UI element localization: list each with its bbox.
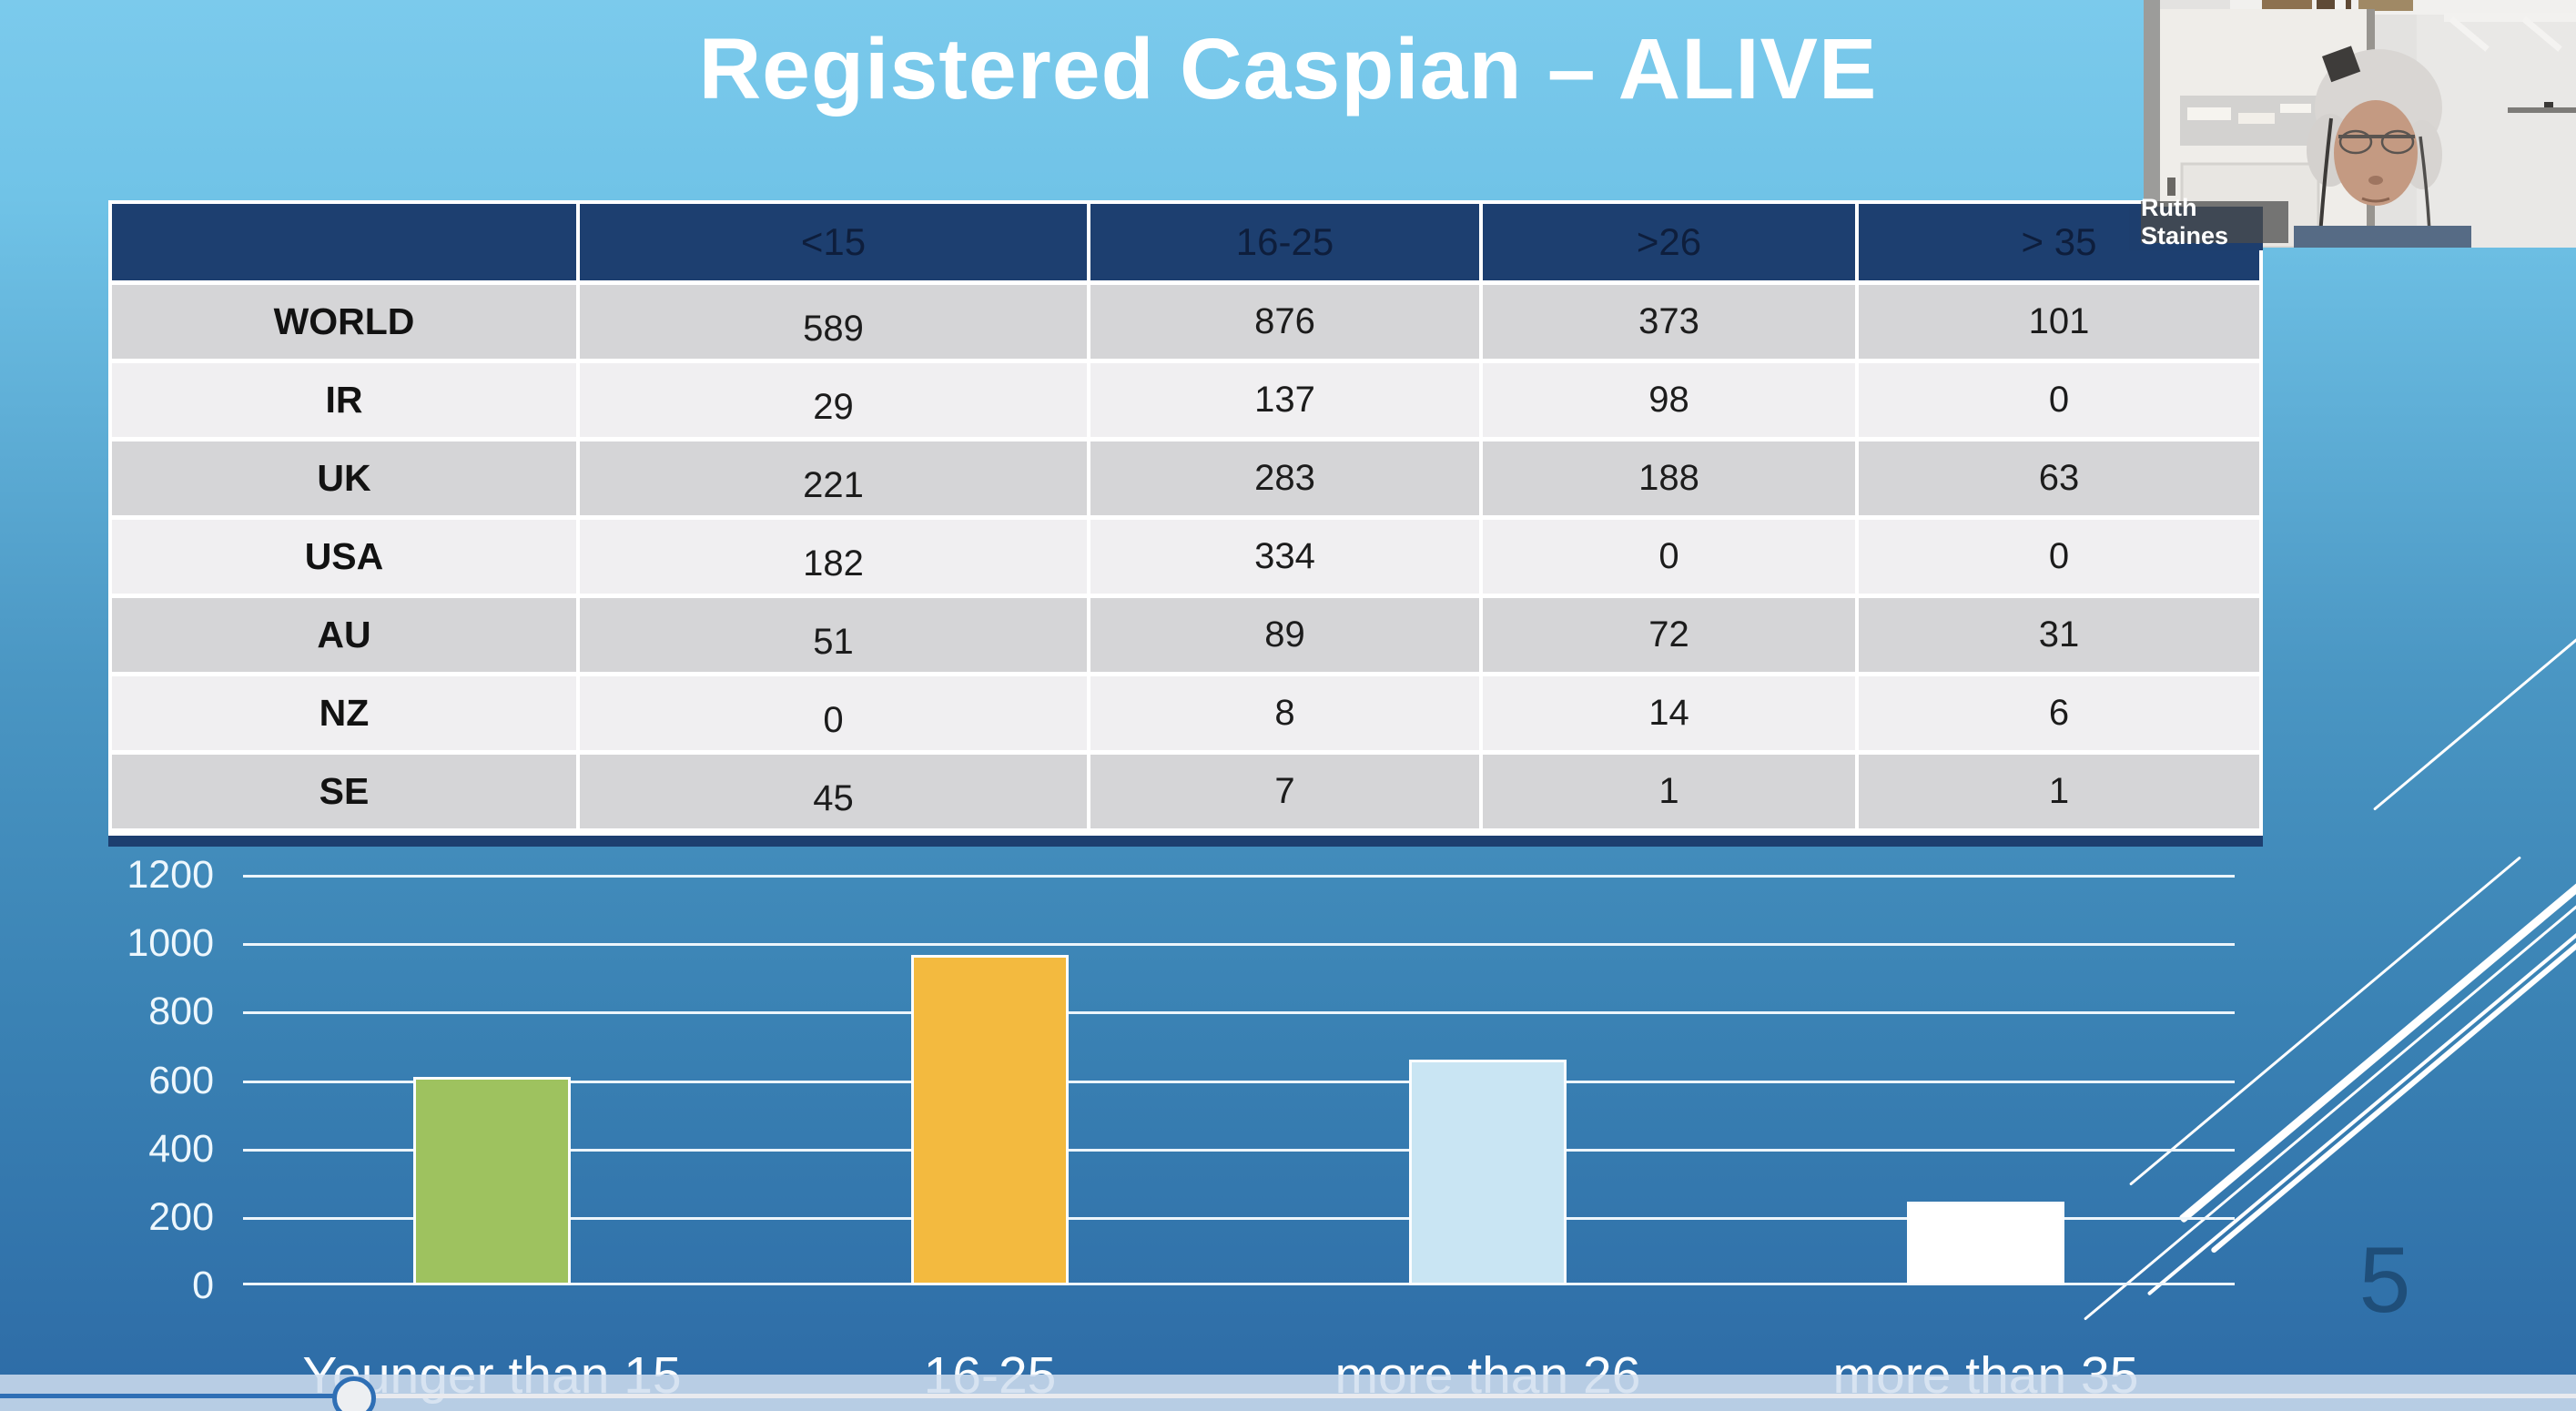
table-row-label: IR [112,363,576,437]
slide-title: Registered Caspian – ALIVE [698,21,1878,117]
decorative-diagonal-line [2178,842,2576,1223]
table-value-cell: 283 [1090,442,1479,515]
person-shoulders [2294,226,2471,248]
shelf-item [2358,0,2413,11]
table-value-cell: 0 [1483,520,1855,594]
table-row-label: NZ [112,676,576,750]
person-mouth [2361,197,2390,203]
table-value-cell: 188 [1483,442,1855,515]
table-value-cell: 63 [1859,442,2259,515]
y-axis-tick-label: 800 [148,990,214,1034]
table-value-cell: 137 [1090,363,1479,437]
wall-fixture [2544,102,2553,109]
person-nose [2368,176,2383,185]
table-row-label: SE [112,755,576,828]
table-value-cell: 6 [1859,676,2259,750]
table-value-cell: 0 [580,676,1087,750]
playhead-knob[interactable] [332,1376,376,1411]
table-value-cell: 589 [580,285,1087,359]
table-header-cell [112,204,576,280]
table-value-cell: 72 [1483,598,1855,672]
bar-more-than-26 [1409,1060,1567,1285]
table-value-cell: 51 [580,598,1087,672]
table-value-cell: 1 [1483,755,1855,828]
slide-page-number: 5 [2358,1228,2411,1332]
table-header-cell: 16-25 [1090,204,1479,280]
table-value-cell: 45 [580,755,1087,828]
seek-bar-track[interactable] [354,1394,2576,1398]
shelf-bracket [2449,16,2490,52]
chart-gridline [243,1080,2235,1083]
chart-gridline [243,1283,2235,1285]
webcam-name-label: Ruth Staines [2141,194,2288,249]
window-reflection [2238,113,2275,124]
door-latch [2167,178,2175,196]
shelf-rail [2444,13,2576,22]
table-row-label: AU [112,598,576,672]
table-value-cell: 876 [1090,285,1479,359]
shelf-bracket [2521,15,2562,52]
chart-gridline [243,943,2235,947]
table-row-label: UK [112,442,576,515]
table-header-cell: <15 [580,204,1087,280]
y-axis-tick-label: 1000 [127,921,214,966]
bar-16-25 [911,955,1069,1285]
chart-gridline [243,1148,2235,1152]
glasses-bridge [2338,135,2415,138]
y-axis-tick-label: 1200 [127,853,214,897]
table-value-cell: 1 [1859,755,2259,828]
table-header-cell: >26 [1483,204,1855,280]
table-value-cell: 98 [1483,363,1855,437]
window-reflection [2187,107,2231,120]
bar-more-than-35 [1907,1202,2064,1285]
window-reflection [2280,104,2311,113]
table-bottom-border [108,836,2263,847]
table-value-cell: 0 [1859,363,2259,437]
table-value-cell: 31 [1859,598,2259,672]
table-value-cell: 221 [580,442,1087,515]
table-row-label: USA [112,520,576,594]
player-control-band [0,1375,2576,1411]
table-value-cell: 0 [1859,520,2259,594]
seek-bar-progress[interactable] [0,1394,354,1398]
glasses-lens [2338,129,2373,155]
table-row-label: WORLD [112,285,576,359]
y-axis-tick-label: 600 [148,1058,214,1102]
wall-rail [2508,107,2576,113]
table-value-cell: 101 [1859,285,2259,359]
bar-chart [243,875,2235,1285]
table-value-cell: 29 [580,363,1087,437]
registered-caspian-table: <15 16-25 >26 > 35 WORLD 589 876 373 101 IR 29 137 9… [108,200,2263,839]
glasses-lens [2380,129,2415,155]
y-axis-tick-label: 0 [192,1264,214,1307]
shelf-item [2262,0,2312,12]
y-axis-tick-label: 400 [148,1126,214,1171]
y-axis-tick-label: 200 [148,1194,214,1239]
table-value-cell: 182 [580,520,1087,594]
table-value-cell: 89 [1090,598,1479,672]
bar-younger-than-15 [413,1077,571,1285]
chart-gridline [243,1011,2235,1015]
chart-gridline [243,875,2235,878]
decorative-diagonal-line [2373,633,2576,811]
wall-right [2417,0,2576,248]
headphone-clip [2321,46,2361,83]
table-value-cell: 7 [1090,755,1479,828]
table-value-cell: 8 [1090,676,1479,750]
table-value-cell: 373 [1483,285,1855,359]
chart-gridline [243,1216,2235,1220]
table-value-cell: 334 [1090,520,1479,594]
table-value-cell: 14 [1483,676,1855,750]
wall-left-strip [2144,0,2160,248]
person-face [2334,100,2418,206]
